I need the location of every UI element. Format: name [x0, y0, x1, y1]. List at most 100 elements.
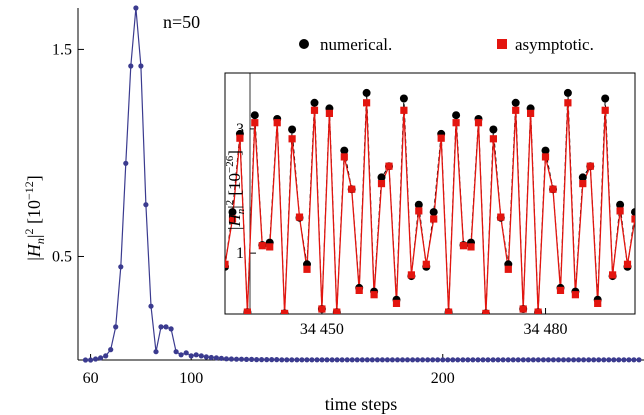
legend-label-numerical: numerical.	[320, 35, 392, 54]
main-data-point	[330, 357, 335, 362]
main-data-point	[224, 356, 229, 361]
main-data-point	[445, 357, 450, 362]
main-data-point	[360, 357, 365, 362]
main-data-point	[460, 357, 465, 362]
main-data-point	[113, 324, 118, 329]
main-data-point	[324, 357, 329, 362]
main-data-point	[405, 357, 410, 362]
main-y-tick-label: 1.5	[52, 41, 72, 58]
main-data-point	[274, 357, 279, 362]
main-data-point	[450, 357, 455, 362]
main-data-point	[98, 355, 103, 360]
asymptotic-data-point	[356, 287, 363, 294]
asymptotic-data-point	[408, 271, 415, 278]
main-data-point	[380, 357, 385, 362]
asymptotic-data-point	[266, 243, 273, 250]
numerical-data-point	[400, 95, 408, 103]
asymptotic-data-point	[303, 266, 310, 273]
main-data-point	[153, 349, 158, 354]
asymptotic-data-point	[527, 110, 534, 117]
main-data-point	[480, 357, 485, 362]
asymptotic-data-point	[259, 242, 266, 249]
main-data-point	[289, 357, 294, 362]
main-data-point	[194, 352, 199, 357]
main-data-point	[214, 355, 219, 360]
asymptotic-data-point	[311, 107, 318, 114]
main-data-point	[521, 357, 526, 362]
asymptotic-data-point	[221, 261, 228, 268]
numerical-data-point	[251, 111, 259, 119]
main-data-point	[425, 357, 430, 362]
main-data-point	[350, 357, 355, 362]
main-data-point	[536, 357, 541, 362]
main-data-point	[506, 357, 511, 362]
legend-label-asymptotic: asymptotic.	[515, 35, 594, 54]
asymptotic-data-point	[363, 99, 370, 106]
main-data-point	[556, 357, 561, 362]
main-data-point	[551, 357, 556, 362]
main-y-tick-label: 0.5	[52, 248, 72, 265]
main-data-point	[420, 357, 425, 362]
main-data-point	[304, 357, 309, 362]
asymptotic-data-point	[371, 291, 378, 298]
main-data-point	[596, 357, 601, 362]
main-data-point	[254, 357, 259, 362]
main-data-point	[626, 357, 631, 362]
numerical-data-point	[288, 126, 296, 134]
main-data-point	[395, 357, 400, 362]
main-data-point	[184, 350, 189, 355]
main-data-point	[566, 357, 571, 362]
asymptotic-data-point	[348, 186, 355, 193]
main-data-point	[234, 357, 239, 362]
main-data-point	[365, 357, 370, 362]
main-data-point	[491, 357, 496, 362]
main-data-point	[158, 324, 163, 329]
main-data-point	[259, 357, 264, 362]
main-data-point	[93, 356, 98, 361]
main-data-point	[501, 357, 506, 362]
asymptotic-data-point	[453, 119, 460, 126]
numerical-data-point	[601, 95, 609, 103]
main-data-point	[179, 352, 184, 357]
asymptotic-data-point	[467, 243, 474, 250]
main-data-point	[123, 161, 128, 166]
main-data-point	[284, 357, 289, 362]
numerical-data-point	[430, 208, 438, 216]
inset-legend: numerical. asymptotic.	[299, 35, 594, 54]
main-data-point	[118, 264, 123, 269]
main-data-point	[586, 357, 591, 362]
main-data-point	[470, 357, 475, 362]
main-data-point	[591, 357, 596, 362]
asymptotic-data-point	[579, 180, 586, 187]
main-data-point	[309, 357, 314, 362]
main-data-point	[294, 357, 299, 362]
main-data-point	[345, 357, 350, 362]
main-data-point	[475, 357, 480, 362]
asymptotic-data-point	[445, 309, 452, 316]
inset-x-tick-label: 34 480	[524, 321, 568, 338]
asymptotic-data-point	[296, 214, 303, 221]
main-data-point	[355, 357, 360, 362]
main-data-point	[269, 357, 274, 362]
asymptotic-data-point	[289, 135, 296, 142]
main-data-point	[138, 63, 143, 68]
asymptotic-data-point	[535, 309, 542, 316]
asymptotic-data-point	[274, 119, 281, 126]
main-data-point	[314, 357, 319, 362]
asymptotic-data-point	[497, 214, 504, 221]
main-y-axis-label: |Hn|2 [10−12]	[22, 175, 47, 261]
main-data-point	[133, 5, 138, 10]
main-data-point	[390, 357, 395, 362]
legend-marker-numerical	[299, 39, 309, 49]
main-data-point	[435, 357, 440, 362]
asymptotic-data-point	[572, 291, 579, 298]
main-x-tick-label: 60	[83, 370, 99, 387]
main-data-point	[485, 357, 490, 362]
main-data-point	[385, 357, 390, 362]
asymptotic-data-point	[318, 305, 325, 312]
asymptotic-data-point	[564, 99, 571, 106]
main-data-point	[606, 357, 611, 362]
main-data-point	[249, 357, 254, 362]
numerical-data-point	[452, 111, 460, 119]
numerical-data-point	[311, 99, 319, 107]
